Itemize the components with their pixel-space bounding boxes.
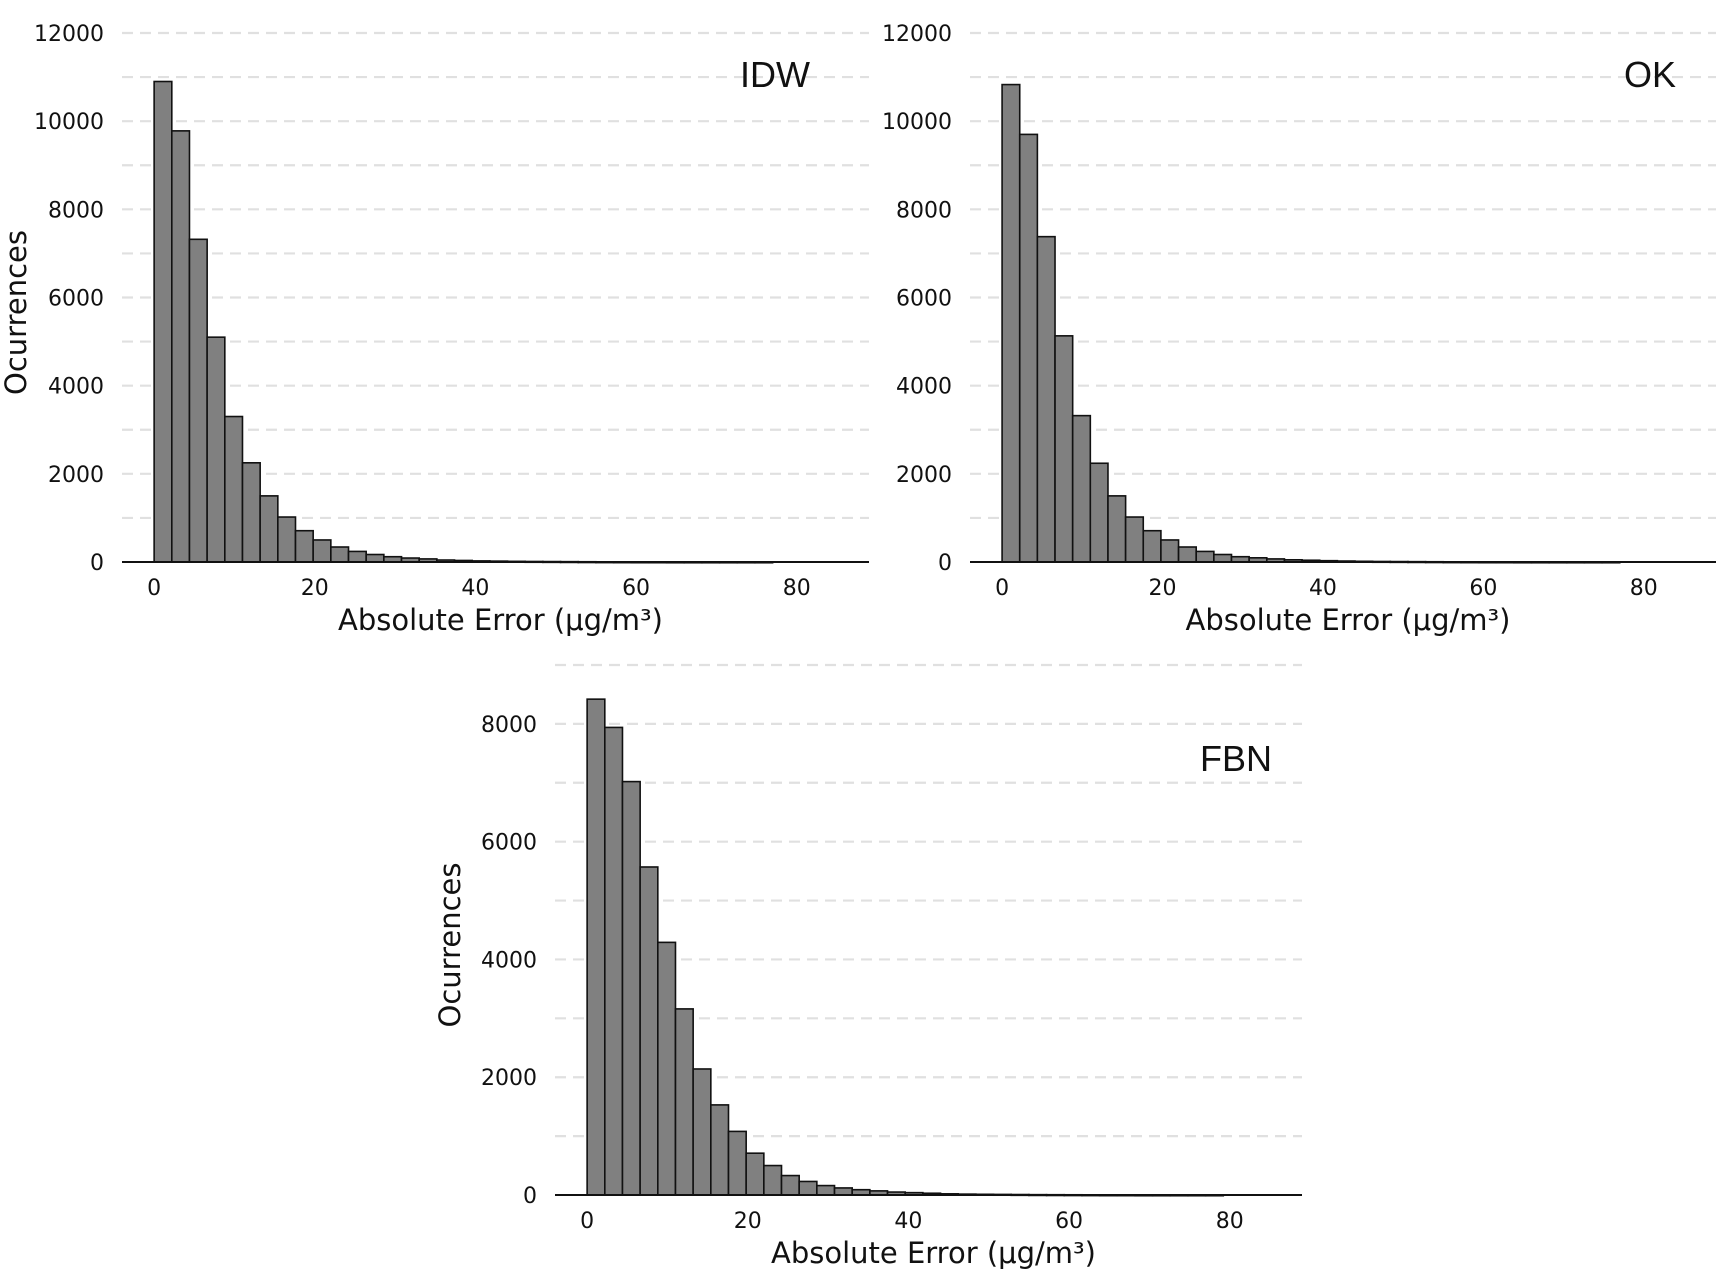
x-tick-label: 60 [622,576,650,601]
histogram-bar [1107,495,1127,563]
x-tick-label: 40 [894,1209,922,1234]
histogram-bar [1177,546,1198,563]
x-tick-label: 60 [1055,1209,1083,1234]
histogram-bar [639,866,659,1196]
histogram-bar [745,1152,765,1196]
histogram-bar [1071,414,1092,563]
x-axis-label: Absolute Error (μg/m³) [338,603,663,637]
histogram-bar [347,550,367,563]
histogram-bar [1142,529,1162,563]
histogram-bar [833,1187,853,1196]
histogram-bar [603,726,624,1196]
histogram-bar [1001,83,1021,563]
x-tick-label: 80 [1630,576,1658,601]
histogram-bar [816,1184,836,1196]
x-tick-label: 20 [1149,576,1177,601]
y-axis-label: Ocurrences [433,863,467,1028]
histogram-bar [763,1164,783,1196]
y-tick-label: 12000 [882,22,952,47]
histogram-bar [692,1068,712,1196]
histogram-bar [206,336,226,563]
y-tick-label: 8000 [896,198,952,223]
histogram-bar [277,516,297,563]
histogram-bar [586,698,606,1196]
panel-idw: 0 20 40 60 80 0 2000 4000 6000 8000 10000 12000 Abso… [0,22,869,637]
panel-label: FBN [1200,738,1272,779]
histogram-bar [241,462,261,563]
histogram-bar [1213,553,1233,563]
histogram-bar [1054,335,1074,563]
y-tick-label: 4000 [896,375,952,400]
histogram-bar [1036,235,1056,563]
histogram-bar [1124,516,1145,563]
histogram-bar [621,780,641,1196]
histogram-bar [798,1180,818,1196]
panel-label: IDW [740,54,810,95]
x-axis-label: Absolute Error (μg/m³) [1185,603,1510,637]
histogram-bar [1195,550,1215,563]
histogram-bar [330,546,350,563]
histogram-bar [727,1130,747,1196]
y-tick-label: 8000 [48,198,104,223]
x-tick-label: 80 [1216,1209,1244,1234]
histogram-bar [188,238,208,563]
x-tick-label: 20 [734,1209,762,1234]
x-tick-label: 80 [783,576,811,601]
x-tick-label: 0 [147,576,161,601]
y-tick-label: 6000 [48,287,104,312]
histogram-bar [224,415,244,563]
y-tick-label: 10000 [882,110,952,135]
panel-fbn: 0 20 40 60 80 0 2000 4000 6000 8000 Absolute Error… [433,663,1302,1270]
y-tick-label: 10000 [34,110,104,135]
x-axis-label: Absolute Error (μg/m³) [771,1236,1096,1270]
histogram-bar [153,80,173,563]
y-tick-label: 2000 [481,1066,537,1091]
y-tick-label: 2000 [48,463,104,488]
x-tick-label: 0 [580,1209,594,1234]
histogram-bar [674,1008,694,1196]
histogram-bar [171,130,191,563]
histogram-bar [710,1104,730,1196]
y-tick-label: 12000 [34,22,104,47]
y-tick-label: 6000 [481,831,537,856]
histogram-bar [780,1174,800,1196]
panel-label: OK [1624,54,1676,95]
x-tick-label: 0 [995,576,1009,601]
y-tick-label: 0 [938,551,952,576]
x-tick-label: 40 [461,576,489,601]
y-tick-label: 0 [523,1184,537,1209]
histogram-bar [657,941,677,1196]
x-tick-label: 60 [1469,576,1497,601]
histogram-bar [1160,539,1180,563]
y-tick-label: 0 [90,551,104,576]
y-tick-label: 8000 [481,713,537,738]
histogram-bar [1018,133,1039,563]
histogram-bar [294,529,314,563]
y-tick-label: 2000 [896,463,952,488]
y-axis-label: Ocurrences [0,230,33,395]
x-tick-label: 40 [1309,576,1337,601]
y-tick-label: 6000 [896,287,952,312]
x-tick-label: 20 [301,576,329,601]
y-tick-label: 4000 [481,948,537,973]
histogram-bar [259,495,279,563]
histogram-bar [1089,462,1109,563]
histogram-bar [312,539,332,563]
panel-ok: 0 20 40 60 80 0 2000 4000 6000 8000 10000 12000 Abso… [882,22,1716,637]
histogram-bar [365,553,385,563]
y-tick-label: 4000 [48,375,104,400]
